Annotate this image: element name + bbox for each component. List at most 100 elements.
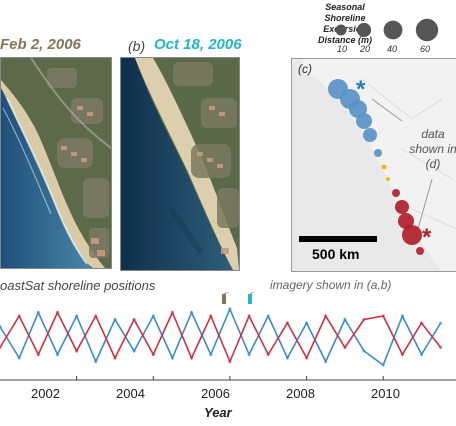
red-star-icon: * xyxy=(422,224,432,251)
map-note-line: shown in xyxy=(409,142,456,156)
map-panel: * * xyxy=(291,58,456,272)
map-data-note: data shown in (d) xyxy=(398,127,456,172)
timeseries-point xyxy=(17,356,21,360)
legend-size-label: 20 xyxy=(360,44,371,54)
timeseries-title: oastSat shoreline positions xyxy=(0,278,156,293)
timeseries-point xyxy=(113,356,117,360)
timeseries-point xyxy=(247,352,251,357)
timeseries-point xyxy=(305,356,309,360)
scale-label: 500 km xyxy=(312,246,360,262)
timeseries-point xyxy=(94,314,98,318)
legend-size-dot xyxy=(415,18,439,42)
x-tick-label: 2010 xyxy=(371,386,400,401)
map-excursion-bubble xyxy=(395,200,409,214)
timeseries-point xyxy=(362,349,366,353)
x-tick-label: 2002 xyxy=(31,386,60,401)
timeseries-point xyxy=(285,321,289,325)
legend-size-dot xyxy=(356,22,372,38)
timeseries-point xyxy=(0,345,2,350)
imagery-note: imagery shown in (a,b) xyxy=(270,278,392,292)
timeseries-point xyxy=(439,345,443,350)
timeseries-point xyxy=(190,310,194,315)
map-excursion-bubble xyxy=(416,247,424,255)
timeseries-point xyxy=(170,356,174,360)
map-excursion-bubble xyxy=(363,128,377,142)
shoreline-timeseries-chart xyxy=(0,292,456,381)
timeseries-point xyxy=(266,314,270,318)
timeseries-point xyxy=(439,321,443,325)
panel-b-title: Oct 18, 2006 xyxy=(154,36,242,53)
timeseries-point xyxy=(305,321,309,325)
timeseries-point xyxy=(132,349,136,353)
timeseries-point xyxy=(170,310,174,315)
timeseries-point xyxy=(266,352,270,357)
map-note-line: data xyxy=(421,127,445,141)
timeseries-point xyxy=(55,310,60,315)
timeseries-point xyxy=(419,321,424,325)
timeseries-point xyxy=(36,352,40,357)
panel-b-image xyxy=(120,57,240,271)
timeseries-point xyxy=(381,314,385,318)
legend-size-dots xyxy=(335,18,439,42)
map-excursion-bubble xyxy=(356,113,372,129)
coastline-map: * * xyxy=(299,59,456,271)
panel-a-image xyxy=(0,57,112,269)
timeseries-point xyxy=(75,349,79,353)
timeseries-point xyxy=(228,359,232,364)
timeseries-point xyxy=(285,356,289,360)
x-axis-label: Year xyxy=(204,405,232,420)
panel-a-aerial-photo xyxy=(1,58,111,268)
timeseries-point xyxy=(113,317,117,322)
timeseries-point xyxy=(362,317,366,322)
scale-bar xyxy=(299,236,377,242)
timeseries-point xyxy=(343,317,347,322)
legend-size-label: 10 xyxy=(337,44,348,54)
timeseries-point xyxy=(228,307,232,311)
x-tick-label: 2004 xyxy=(116,386,145,401)
timeseries-point xyxy=(324,359,328,364)
map-excursion-bubble xyxy=(374,149,382,157)
panel-b-aerial-photo xyxy=(121,58,239,270)
timeseries-point xyxy=(75,314,79,318)
map-excursion-bubble xyxy=(402,225,422,245)
blue-star-icon: * xyxy=(356,76,366,103)
timeseries-point xyxy=(400,352,404,357)
timeseries-point xyxy=(209,352,213,357)
map-excursion-bubble xyxy=(392,189,400,197)
legend-size-dot xyxy=(335,24,347,36)
timeseries-point xyxy=(190,356,194,360)
timeseries-point xyxy=(324,314,328,318)
timeseries-point xyxy=(343,345,347,350)
legend-title-line: Shoreline xyxy=(324,13,366,23)
legend-size-dot xyxy=(383,20,403,40)
timeseries-line xyxy=(0,310,442,364)
note-pointer-line xyxy=(371,98,403,122)
timeseries-point xyxy=(94,359,98,364)
timeseries-point xyxy=(400,314,404,318)
note-pointer-line xyxy=(417,178,433,230)
x-tick-label: 2006 xyxy=(201,386,230,401)
timeseries-point xyxy=(209,314,213,318)
map-excursion-bubble xyxy=(381,164,387,170)
legend-title-line: Distance (m) xyxy=(317,35,372,45)
map-excursion-bubble xyxy=(386,177,390,181)
timeseries-point xyxy=(151,314,155,318)
legend-size-label: 60 xyxy=(420,44,431,54)
legend-title-line: Seasonal xyxy=(325,2,365,12)
panel-a-title: Feb 2, 2006 xyxy=(0,36,81,53)
map-note-line: (d) xyxy=(425,157,441,171)
timeseries-line xyxy=(0,306,442,367)
timeseries-point xyxy=(381,363,385,367)
panel-b-label: (b) xyxy=(128,38,146,54)
imagery-pointer xyxy=(223,292,254,295)
legend-size-label: 40 xyxy=(387,44,398,54)
timeseries-point xyxy=(36,310,40,315)
timeseries-point xyxy=(151,352,155,357)
timeseries-point xyxy=(132,317,136,322)
panel-c-label: (c) xyxy=(298,62,312,76)
timeseries-point xyxy=(419,352,424,357)
timeseries-point xyxy=(0,324,2,329)
x-tick-label: 2008 xyxy=(286,386,315,401)
timeseries-point xyxy=(17,314,21,318)
timeseries-point xyxy=(55,352,60,357)
